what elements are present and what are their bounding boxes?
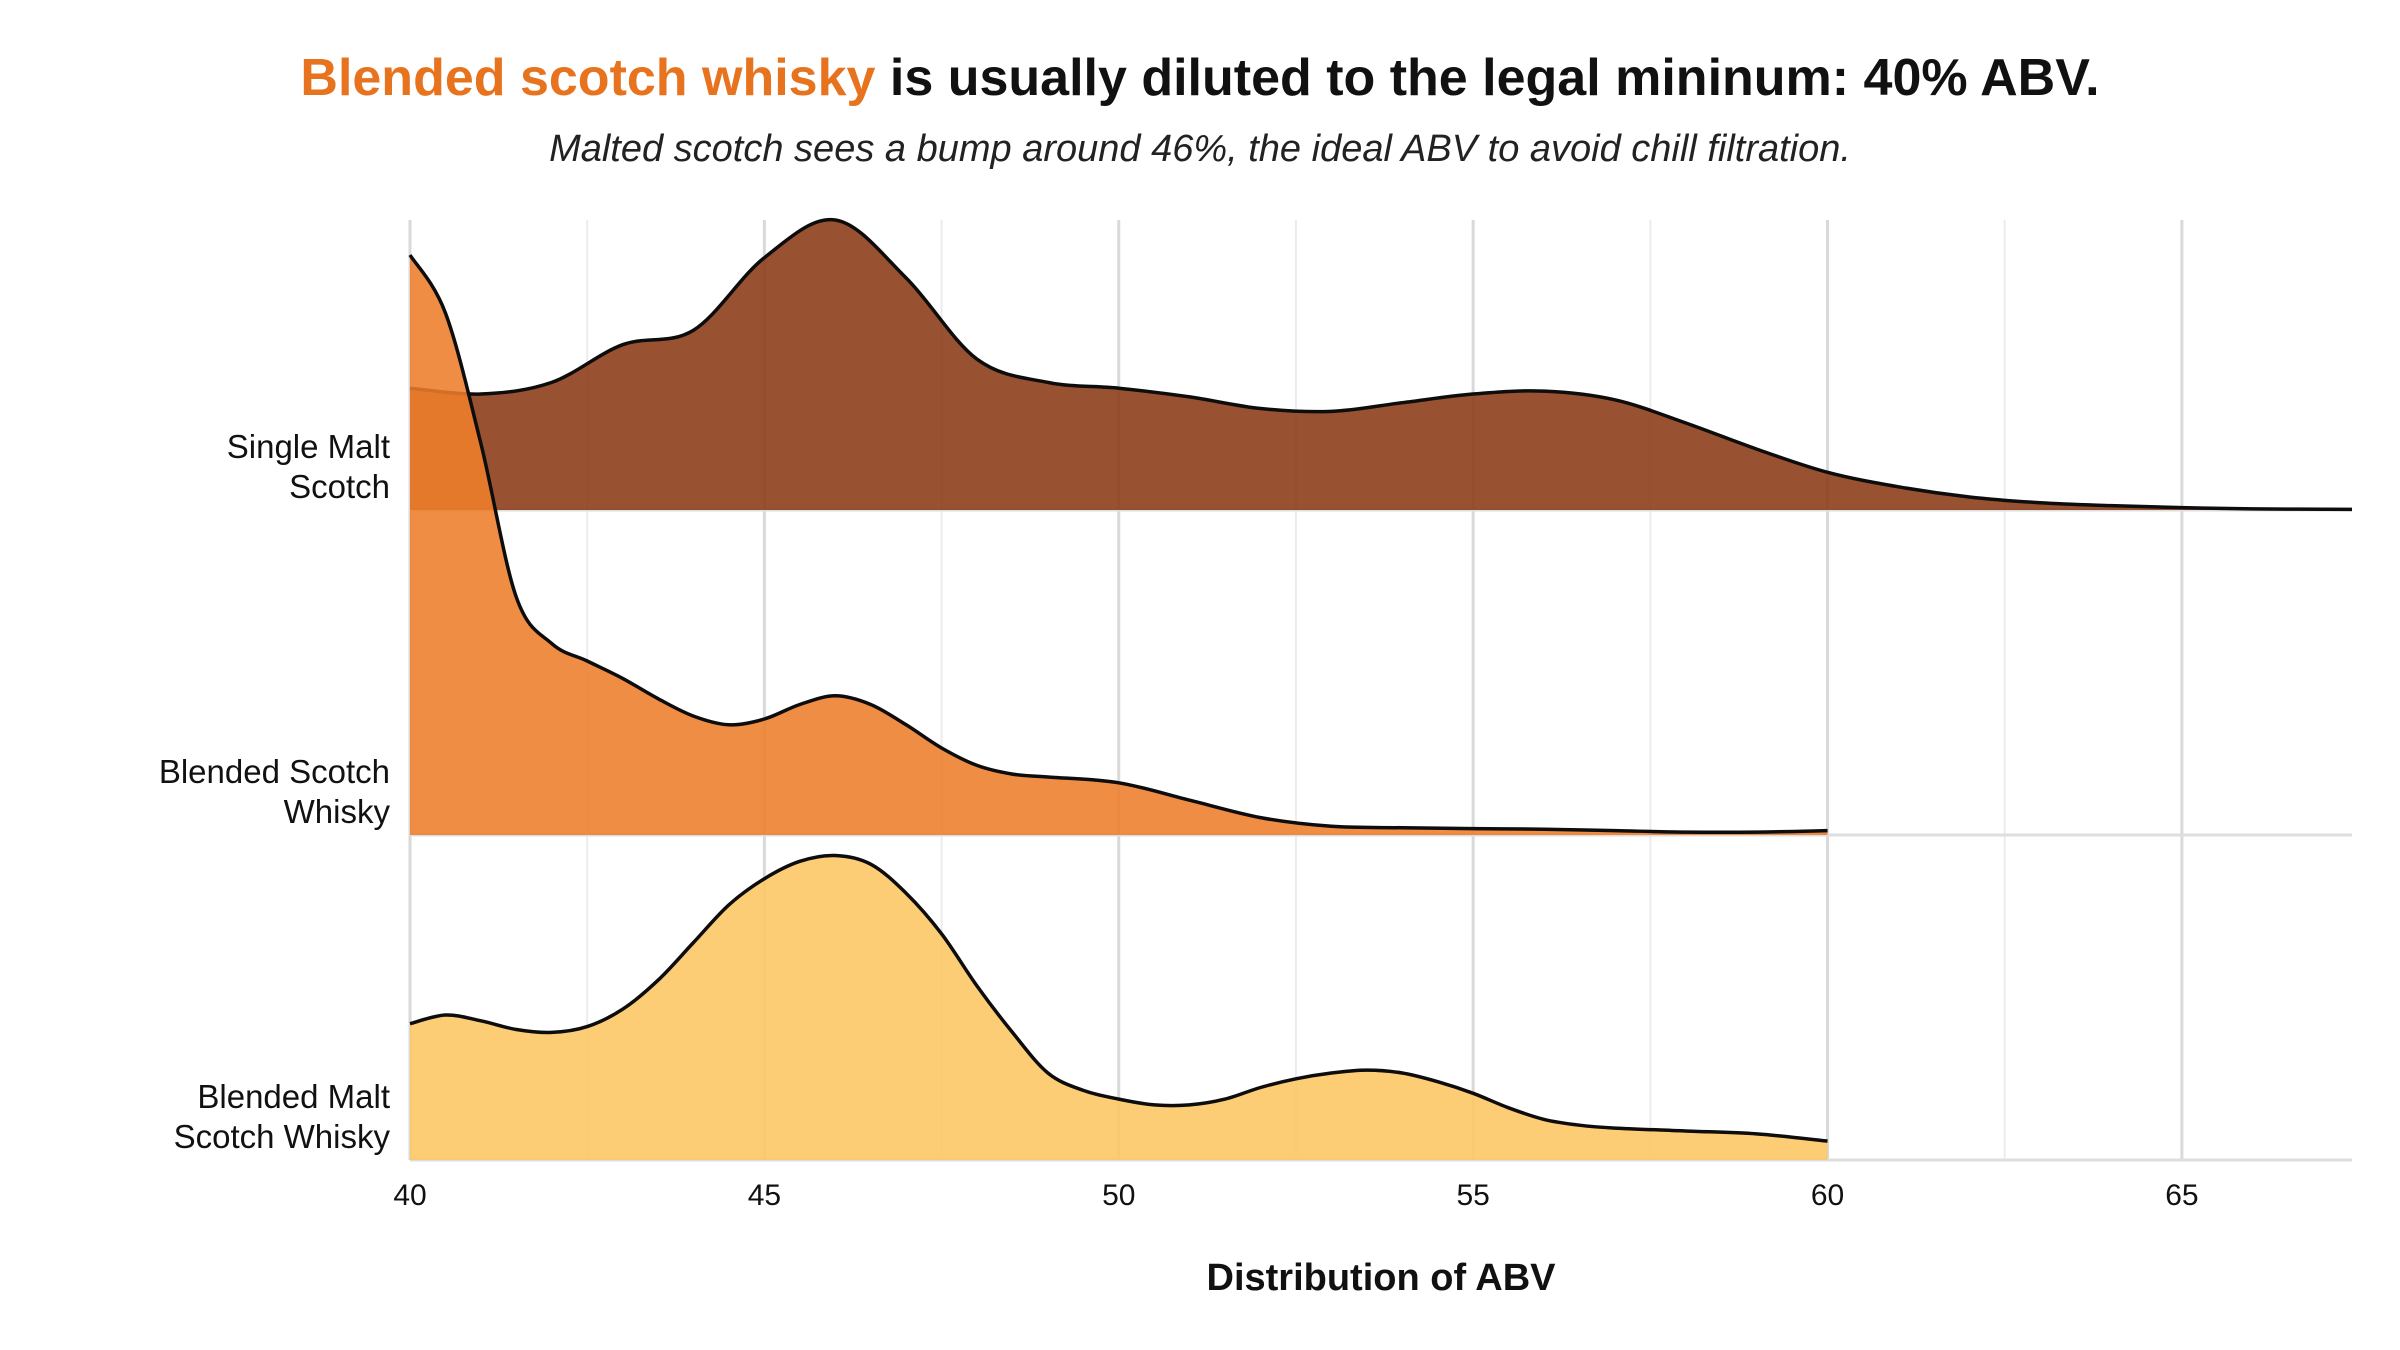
y-axis-label: Single Malt <box>227 428 390 465</box>
chart-title-highlight: Blended scotch whisky <box>300 49 876 107</box>
chart-title: Blended scotch whisky is usually diluted… <box>0 48 2400 108</box>
ridge-outline <box>408 254 1828 835</box>
density-ridges <box>408 217 2353 1160</box>
y-axis-label: Scotch Whisky <box>174 1118 391 1155</box>
chart-title-rest: is usually diluted to the legal mininum:… <box>875 49 2100 107</box>
x-tick-label: 65 <box>2165 1179 2198 1212</box>
y-axis-label: Blended Scotch <box>159 753 390 790</box>
ridge-single-malt-scotch <box>409 217 2353 512</box>
x-axis-label: Distribution of ABV <box>1207 1257 1557 1299</box>
y-axis-label: Blended Malt <box>197 1078 390 1115</box>
x-tick-label: 60 <box>1811 1179 1844 1212</box>
ridge-outline <box>409 853 1828 1143</box>
ridge-area <box>410 219 2352 510</box>
x-tick-label: 50 <box>1102 1179 1135 1212</box>
x-tick-label: 55 <box>1456 1179 1489 1212</box>
x-tick-label: 40 <box>393 1179 426 1212</box>
ridge-blended-malt-scotch-whisky <box>409 853 1828 1160</box>
ridge-area <box>410 255 1828 835</box>
ridge-blended-scotch-whisky <box>408 254 1828 835</box>
ridge-area <box>410 855 1828 1160</box>
x-axis-ticks: 40 45 50 55 60 65 <box>393 1179 2198 1212</box>
y-axis-label: Whisky <box>284 793 391 830</box>
chart-subtitle: Malted scotch sees a bump around 46%, th… <box>549 128 1851 170</box>
y-axis-label: Scotch <box>289 468 390 505</box>
ridge-outline <box>409 217 2353 512</box>
x-tick-label: 45 <box>748 1179 781 1212</box>
